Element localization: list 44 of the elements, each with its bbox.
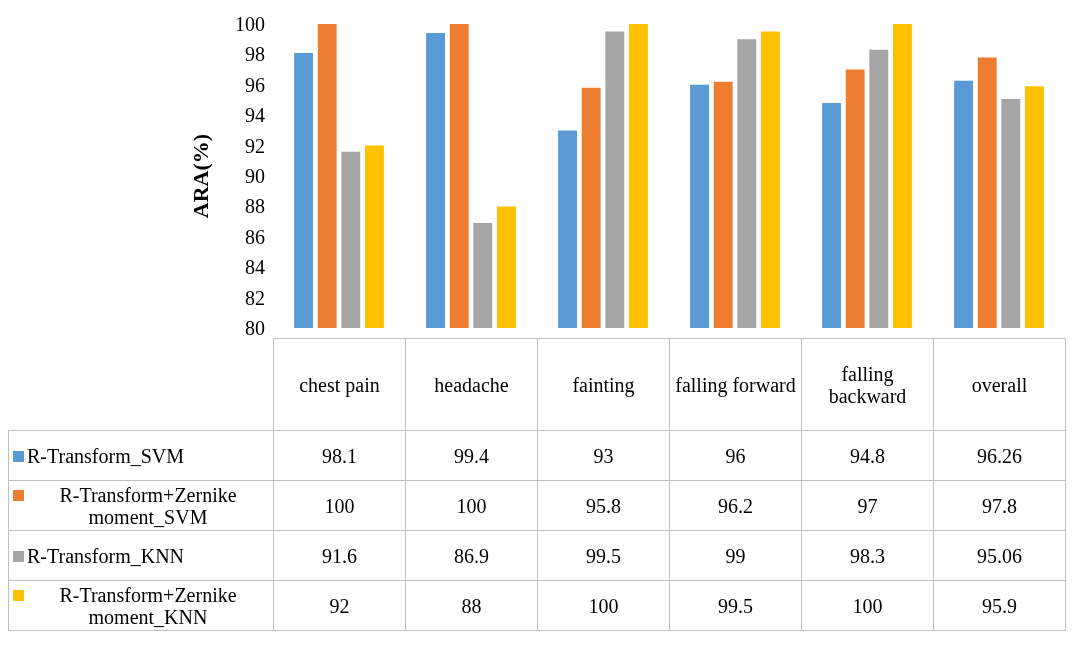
data-label: 91.6 — [273, 530, 406, 581]
data-label: 96.2 — [669, 480, 802, 531]
y-tick-label: 92 — [245, 134, 265, 157]
data-label: 99 — [669, 530, 802, 581]
legend-label: R-Transform+Zernike moment_KNN — [58, 583, 238, 628]
x-tick-label: headache — [405, 338, 538, 431]
legend-label: R-Transform_SVM — [27, 444, 185, 467]
data-label: 99.4 — [405, 430, 538, 481]
data-label: 100 — [537, 580, 670, 631]
data-label: 86.9 — [405, 530, 538, 581]
data-label: 96 — [669, 430, 802, 481]
data-label: 99.5 — [669, 580, 802, 631]
y-tick-label: 98 — [245, 43, 265, 66]
data-label: 99.5 — [537, 530, 670, 581]
y-tick-label: 82 — [245, 286, 265, 309]
y-tick-label: 86 — [245, 225, 265, 248]
data-label: 96.26 — [933, 430, 1066, 481]
data-label: 100 — [405, 480, 538, 531]
y-tick-label: 80 — [245, 317, 265, 339]
y-tick-label: 96 — [245, 73, 265, 96]
x-tick-label: overall — [933, 338, 1066, 431]
data-label: 97 — [801, 480, 934, 531]
y-tick-label: 84 — [245, 256, 265, 279]
data-label: 98.3 — [801, 530, 934, 581]
data-label: 88 — [405, 580, 538, 631]
data-label: 97.8 — [933, 480, 1066, 531]
data-label: 95.06 — [933, 530, 1066, 581]
data-label: 98.1 — [273, 430, 406, 481]
y-axis-title: ARA(%) — [187, 133, 213, 219]
y-tick-label: 94 — [245, 104, 265, 127]
data-label: 95.9 — [933, 580, 1066, 631]
x-tick-label: falling forward — [669, 338, 802, 431]
data-label: 95.8 — [537, 480, 670, 531]
x-tick-label: fainting — [537, 338, 670, 431]
legend-label: R-Transform+Zernike moment_SVM — [58, 483, 238, 528]
x-tick-label: chest pain — [273, 338, 406, 431]
data-label: 93 — [537, 430, 670, 481]
y-tick-label: 90 — [245, 165, 265, 187]
data-label: 100 — [801, 580, 934, 631]
data-label: 94.8 — [801, 430, 934, 481]
y-tick-label: 100 — [235, 13, 265, 35]
x-tick-label: falling backward — [801, 338, 934, 431]
y-tick-label: 88 — [245, 195, 265, 218]
legend-label: R-Transform_KNN — [27, 544, 185, 567]
